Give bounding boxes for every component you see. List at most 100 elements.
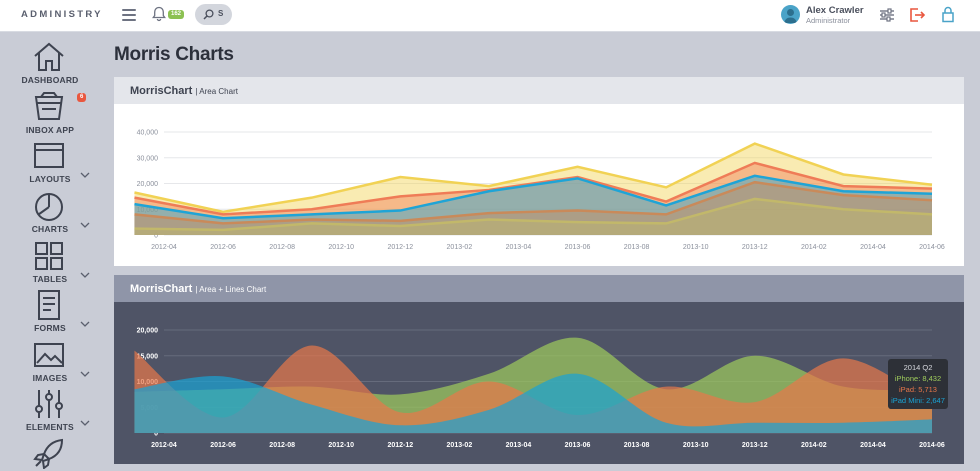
chart-tooltip: 2014 Q2 iPhone: 8,432 iPad: 5,713 iPad M…	[888, 359, 948, 409]
panel-subtitle: | Area Chart	[195, 87, 238, 96]
panel-title: MorrisChart | Area Chart	[130, 85, 238, 97]
sidebar-item-label: CHARTS	[31, 224, 69, 234]
sidebar-item-images[interactable]: IMAGES	[0, 339, 101, 387]
area-lines-chart: 05,00010,00015,00020,0002012-042012-0620…	[134, 328, 945, 449]
x-tick-label: 2013-12	[742, 244, 768, 251]
sidebar-item-elements[interactable]: ELEMENTS	[0, 388, 101, 436]
series-line	[134, 161, 933, 216]
search-icon	[203, 9, 214, 20]
sidebar-item-charts[interactable]: CHARTS	[0, 190, 101, 238]
x-tick-label: 2012-10	[328, 442, 354, 449]
panel-subtitle: | Area + Lines Chart	[195, 285, 267, 294]
bell-icon[interactable]	[152, 6, 166, 22]
series-area	[134, 373, 932, 433]
tooltip-line: iPhone: 8,432	[894, 374, 942, 383]
inbox-icon	[34, 92, 64, 120]
sliders-icon	[35, 390, 63, 418]
sidebar-item-dashboard[interactable]: DASHBOARD	[0, 41, 101, 89]
y-tick-label: 0	[154, 233, 158, 240]
rocket-icon	[33, 438, 64, 469]
x-tick-label: 2014-02	[801, 244, 827, 251]
avatar[interactable]	[781, 5, 800, 24]
panel-header: MorrisChart | Area + Lines Chart	[114, 275, 964, 302]
search-button[interactable]: S	[195, 4, 232, 25]
series-area	[134, 182, 932, 235]
y-tick-label: 20,000	[137, 328, 159, 335]
chevron-down-icon	[80, 272, 90, 278]
page-title: Morris Charts	[114, 44, 234, 65]
sidebar-item-layouts[interactable]: LAYOUTS	[0, 140, 101, 188]
user-name[interactable]: Alex Crawler	[806, 5, 864, 16]
series-line	[134, 197, 933, 232]
inbox-badge: 6	[77, 93, 87, 102]
settings-sliders-icon[interactable]	[879, 7, 895, 23]
x-tick-label: 2012-04	[151, 442, 177, 449]
search-label: S	[218, 9, 224, 18]
x-tick-label: 2012-10	[328, 244, 354, 251]
x-tick-label: 2012-12	[387, 244, 413, 251]
sidebar-item-rocket[interactable]	[0, 437, 101, 471]
x-tick-label: 2013-06	[565, 442, 591, 449]
user-role: Administrator	[806, 16, 851, 25]
sidebar-item-forms[interactable]: FORMS	[0, 289, 101, 337]
home-icon	[34, 42, 64, 71]
user-icon	[784, 9, 797, 23]
top-bar: ADMINISTRY 162 S Alex Crawler Administra…	[0, 0, 980, 32]
grid-icon	[35, 242, 63, 270]
series-area	[134, 143, 932, 235]
panel-header: MorrisChart | Area Chart	[114, 77, 964, 104]
sidebar-item-tables[interactable]: TABLES	[0, 240, 101, 288]
y-tick-label: 20,000	[137, 181, 159, 188]
sidebar-item-label: LAYOUTS	[29, 174, 71, 184]
layout-icon	[34, 143, 64, 168]
x-tick-label: 2014-06	[919, 442, 945, 449]
y-tick-label: 10,000	[137, 207, 159, 214]
series-line	[134, 142, 933, 214]
lock-icon[interactable]	[941, 6, 955, 23]
chevron-down-icon	[80, 172, 90, 178]
x-tick-label: 2014-02	[801, 442, 827, 449]
sidebar-item-label: FORMS	[34, 323, 66, 333]
form-icon	[38, 290, 60, 320]
logout-icon[interactable]	[909, 7, 926, 23]
x-tick-label: 2013-04	[506, 244, 532, 251]
x-tick-label: 2013-04	[506, 442, 532, 449]
x-tick-label: 2014-04	[860, 244, 886, 251]
panel-title-text: MorrisChart	[130, 283, 193, 295]
x-tick-label: 2012-08	[269, 244, 295, 251]
image-icon	[34, 343, 64, 367]
x-tick-label: 2013-02	[447, 244, 473, 251]
tooltip-title: 2014 Q2	[903, 363, 933, 372]
x-tick-label: 2013-10	[683, 442, 709, 449]
menu-toggle-icon[interactable]	[122, 7, 136, 21]
chevron-down-icon	[80, 371, 90, 377]
brand-logo[interactable]: ADMINISTRY	[21, 9, 103, 20]
x-tick-label: 2013-02	[447, 442, 473, 449]
y-tick-label: 0	[154, 431, 158, 438]
area-chart-panel: MorrisChart | Area Chart 0 10,000 20,000 30…	[114, 77, 964, 266]
chevron-down-icon	[80, 222, 90, 228]
series-line	[134, 180, 933, 225]
panel-title: MorrisChart | Area + Lines Chart	[130, 283, 266, 295]
y-tick-label: 15,000	[137, 353, 159, 360]
tooltip-line: iPad Mini: 2,647	[891, 396, 945, 405]
tooltip-line: iPad: 5,713	[899, 385, 937, 394]
x-tick-label: 2013-10	[683, 244, 709, 251]
chevron-down-icon	[80, 420, 90, 426]
x-tick-label: 2012-04	[151, 244, 177, 251]
sidebar-item-inbox-app[interactable]: 6 INBOX APP	[0, 91, 101, 139]
notification-badge: 162	[168, 10, 185, 19]
y-tick-label: 40,000	[137, 130, 159, 137]
sidebar-item-label: IMAGES	[32, 373, 68, 383]
x-tick-label: 2012-06	[210, 244, 236, 251]
series-line	[134, 174, 933, 220]
x-tick-label: 2013-12	[742, 442, 768, 449]
x-tick-label: 2014-06	[919, 244, 945, 251]
x-tick-label: 2012-08	[269, 442, 295, 449]
series-area	[134, 345, 932, 433]
sidebar-item-label: TABLES	[32, 274, 68, 284]
x-tick-label: 2013-08	[624, 244, 650, 251]
series-area	[134, 162, 932, 235]
series-area	[134, 198, 932, 235]
area-chart: 0 10,000 20,000 30,000 40,000 2012-04 2012-06 2…	[134, 130, 945, 251]
